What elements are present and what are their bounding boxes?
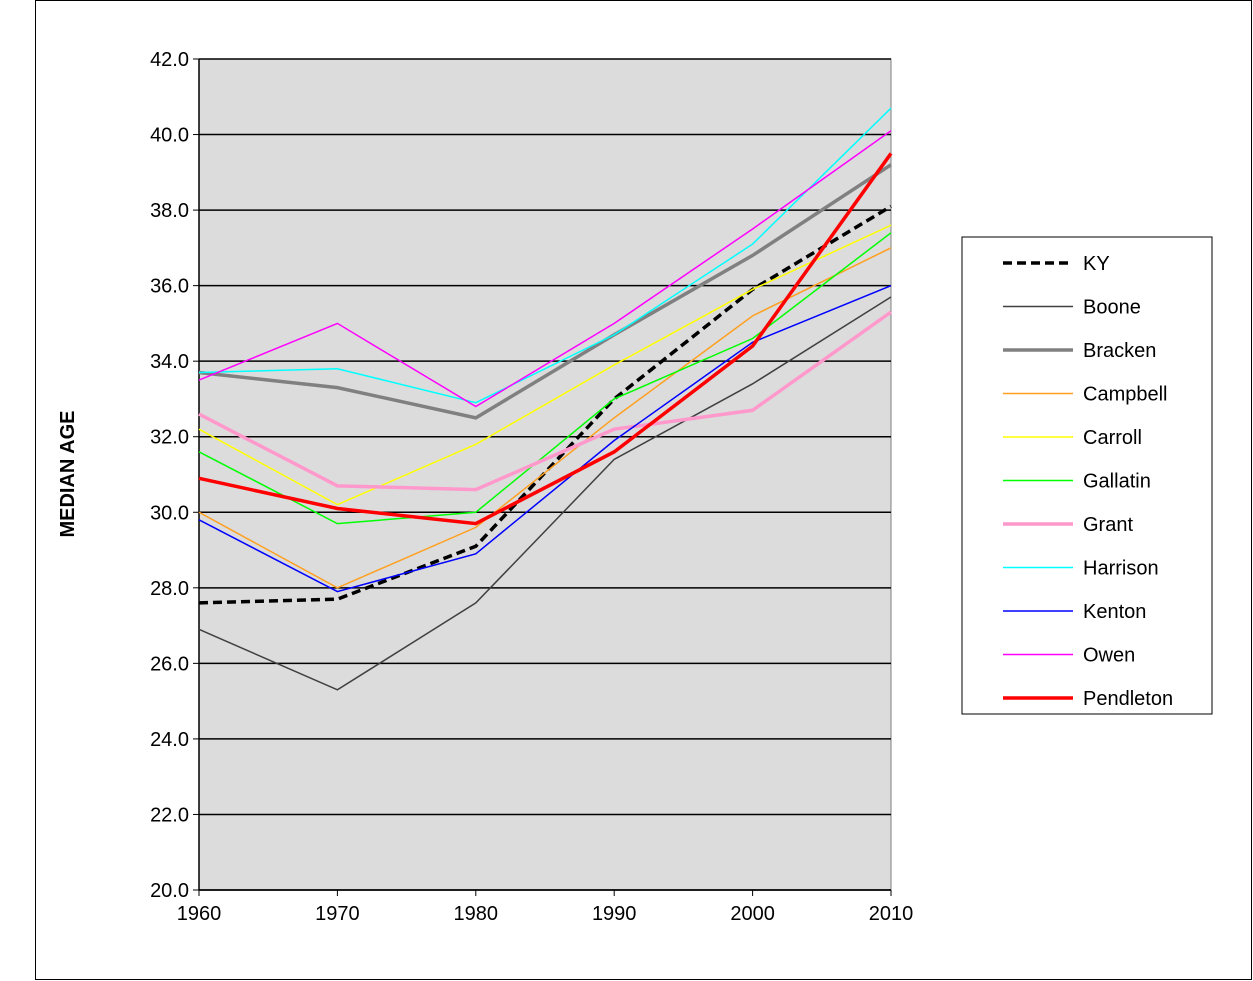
legend-label-pendleton: Pendleton: [1083, 688, 1173, 710]
series-line-bracken: [198, 163, 892, 420]
series-line-ky: [198, 204, 892, 605]
series-line-boone: [198, 296, 892, 691]
y-tick-label: 34.0: [150, 351, 189, 373]
x-tick-labels: 1960 1970 1980 1990 2000 2010: [177, 903, 914, 925]
legend-label-carroll: Carroll: [1083, 427, 1142, 449]
series-line-pendleton: [198, 152, 893, 526]
axes: [198, 59, 892, 896]
legend-items: KY Boone Bracken Campbell Carroll Gallatin Gra…: [1003, 253, 1173, 710]
y-tick-label: 20.0: [150, 880, 189, 902]
legend-label-grant: Grant: [1083, 514, 1133, 536]
x-tick-label: 1970: [315, 903, 360, 925]
x-tick-label: 2000: [730, 903, 775, 925]
y-axis-title: MEDIAN AGE: [57, 410, 79, 537]
series-line-harrison: [198, 107, 892, 404]
y-tick-label: 24.0: [150, 729, 189, 751]
y-tick-label: 32.0: [150, 427, 189, 449]
y-tick-label: 26.0: [150, 653, 189, 675]
gridlines: [193, 58, 891, 891]
legend-label-harrison: Harrison: [1083, 558, 1159, 580]
y-tick-label: 38.0: [150, 200, 189, 222]
x-tick-label: 2010: [869, 903, 914, 925]
y-tick-label: 36.0: [150, 276, 189, 298]
y-tick-label: 30.0: [150, 502, 189, 524]
legend-label-campbell: Campbell: [1083, 384, 1167, 406]
legend-label-gallatin: Gallatin: [1083, 471, 1151, 493]
series-lines: [198, 107, 893, 691]
y-tick-labels: 20.0 22.0 24.0 26.0 28.0 30.0 32.0 34.0 36.0 38.0…: [150, 49, 189, 902]
x-tick-label: 1990: [592, 903, 637, 925]
legend-label-bracken: Bracken: [1083, 340, 1156, 362]
legend-label-ky: KY: [1083, 253, 1110, 275]
series-line-campbell: [198, 247, 892, 589]
y-tick-label: 22.0: [150, 804, 189, 826]
legend-label-boone: Boone: [1083, 297, 1141, 319]
y-tick-label: 42.0: [150, 49, 189, 71]
series-line-owen: [198, 130, 892, 408]
series-line-carroll: [198, 224, 892, 506]
legend-box: [961, 236, 1213, 715]
series-line-kenton: [198, 284, 892, 593]
x-tick-label: 1960: [177, 903, 222, 925]
legend-label-kenton: Kenton: [1083, 601, 1146, 623]
x-tick-label: 1980: [454, 903, 499, 925]
legend: KY Boone Bracken Campbell Carroll Gallatin Gra…: [961, 236, 1213, 715]
legend-label-owen: Owen: [1083, 645, 1135, 667]
y-tick-label: 40.0: [150, 125, 189, 147]
series-line-gallatin: [198, 232, 892, 525]
y-tick-label: 28.0: [150, 578, 189, 600]
series-line-grant: [198, 310, 893, 492]
